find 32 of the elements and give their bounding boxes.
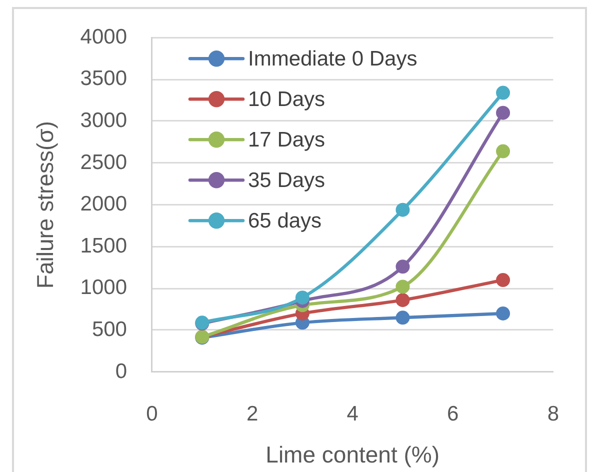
x-tick-label: 6 [447, 402, 459, 426]
y-tick-label: 3500 [80, 67, 127, 90]
y-tick-label: 0 [115, 360, 127, 383]
point [496, 144, 510, 158]
legend-label: 17 Days [248, 128, 326, 152]
x-axis-title: Lime content (%) [266, 442, 440, 468]
y-tick-label: 500 [92, 318, 127, 341]
point [396, 202, 410, 217]
point [396, 260, 410, 274]
y-tick-label: 1000 [80, 276, 127, 300]
y-tick-label: 1500 [80, 234, 127, 258]
y-tick-label: 4000 [80, 25, 127, 48]
x-tick-label: 4 [346, 402, 359, 426]
y-tick-label: 2000 [80, 192, 127, 216]
y-tick-label: 2500 [80, 150, 127, 174]
x-tick-label: 8 [547, 402, 560, 426]
y-tick-label: 3000 [80, 108, 127, 132]
point [396, 310, 410, 325]
point [496, 86, 510, 100]
legend-label: 10 Days [248, 88, 326, 111]
legend-label: 65 days [248, 209, 322, 232]
point [496, 306, 510, 320]
point [496, 273, 510, 288]
x-tick-label: 0 [146, 402, 158, 426]
y-axis-title: Failure stress(σ) [32, 121, 58, 289]
legend-label: Immediate 0 Days [248, 47, 418, 70]
x-tick-label: 2 [246, 402, 258, 426]
point [496, 106, 510, 120]
legend-label: 35 Days [248, 168, 326, 192]
point [295, 290, 310, 305]
point [396, 293, 410, 308]
point [396, 280, 410, 294]
